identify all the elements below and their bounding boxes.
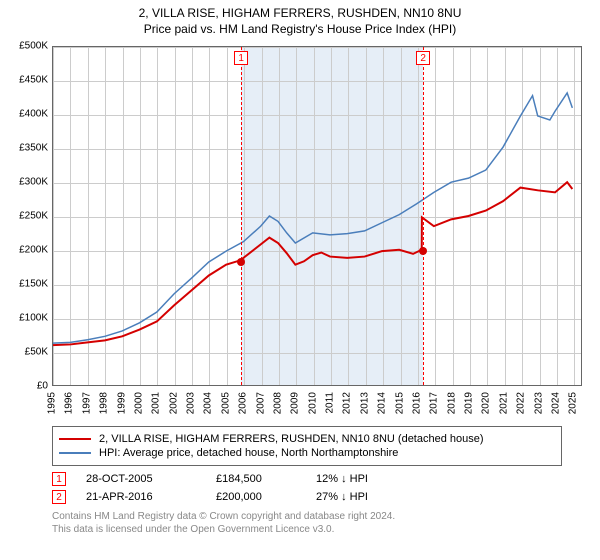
- x-tick-label: 2002: [168, 392, 179, 414]
- sale-diff: 27% ↓ HPI: [316, 491, 406, 503]
- attribution-line: This data is licensed under the Open Gov…: [52, 523, 600, 536]
- y-tick-label: £150K: [19, 279, 48, 290]
- sale-row: 1 28-OCT-2005 £184,500 12% ↓ HPI: [52, 472, 600, 486]
- chart-subtitle: Price paid vs. HM Land Registry's House …: [0, 22, 600, 36]
- sale-diff: 12% ↓ HPI: [316, 473, 406, 485]
- x-tick-label: 2001: [151, 392, 162, 414]
- sales-table: 1 28-OCT-2005 £184,500 12% ↓ HPI 2 21-APR-201…: [52, 472, 600, 504]
- x-tick-label: 2021: [498, 392, 509, 414]
- x-tick-label: 2010: [307, 392, 318, 414]
- x-tick-label: 2007: [255, 392, 266, 414]
- x-tick-label: 2004: [203, 392, 214, 414]
- x-tick-label: 2006: [238, 392, 249, 414]
- y-tick-label: £200K: [19, 245, 48, 256]
- x-tick-label: 2000: [133, 392, 144, 414]
- chart-lines: [53, 47, 581, 385]
- attribution: Contains HM Land Registry data © Crown c…: [52, 510, 600, 536]
- x-tick-label: 1999: [116, 392, 127, 414]
- y-tick-label: £500K: [19, 41, 48, 52]
- legend: 2, VILLA RISE, HIGHAM FERRERS, RUSHDEN, …: [52, 426, 562, 466]
- y-tick-label: £250K: [19, 211, 48, 222]
- sale-marker-box: 1: [234, 51, 248, 65]
- sale-vline: [241, 47, 242, 385]
- chart-area: £0 £50K £100K £150K £200K £250K £300K £350K £400…: [10, 42, 590, 422]
- x-tick-label: 1998: [99, 392, 110, 414]
- sale-price: £184,500: [216, 473, 296, 485]
- sale-marker-box: 2: [416, 51, 430, 65]
- x-tick-label: 1997: [81, 392, 92, 414]
- chart-title: 2, VILLA RISE, HIGHAM FERRERS, RUSHDEN, …: [0, 6, 600, 20]
- legend-label: HPI: Average price, detached house, Nort…: [99, 447, 398, 459]
- sale-date: 21-APR-2016: [86, 491, 196, 503]
- y-tick-label: £300K: [19, 177, 48, 188]
- legend-item: HPI: Average price, detached house, Nort…: [59, 447, 555, 459]
- y-tick-label: £0: [37, 381, 48, 392]
- y-tick-label: £50K: [25, 347, 48, 358]
- sale-row-marker: 2: [52, 490, 66, 504]
- y-tick-label: £450K: [19, 75, 48, 86]
- x-tick-label: 2014: [377, 392, 388, 414]
- legend-item: 2, VILLA RISE, HIGHAM FERRERS, RUSHDEN, …: [59, 433, 555, 445]
- sale-dot: [419, 247, 427, 255]
- x-tick-label: 2009: [290, 392, 301, 414]
- series-hpi: [53, 93, 572, 343]
- x-tick-label: 2003: [186, 392, 197, 414]
- x-tick-label: 2018: [446, 392, 457, 414]
- chart-container: 2, VILLA RISE, HIGHAM FERRERS, RUSHDEN, …: [0, 6, 600, 536]
- x-tick-label: 2012: [342, 392, 353, 414]
- sale-row-marker: 1: [52, 472, 66, 486]
- x-tick-label: 2020: [481, 392, 492, 414]
- x-tick-label: 2016: [411, 392, 422, 414]
- sale-date: 28-OCT-2005: [86, 473, 196, 485]
- x-tick-label: 2005: [220, 392, 231, 414]
- x-tick-label: 2019: [464, 392, 475, 414]
- legend-swatch: [59, 452, 91, 454]
- x-tick-label: 2015: [394, 392, 405, 414]
- y-tick-label: £400K: [19, 109, 48, 120]
- x-tick-label: 2025: [568, 392, 579, 414]
- y-axis-ticks: £0£50K£100K£150K£200K£250K£300K£350K£400…: [10, 46, 50, 386]
- attribution-line: Contains HM Land Registry data © Crown c…: [52, 510, 600, 523]
- legend-label: 2, VILLA RISE, HIGHAM FERRERS, RUSHDEN, …: [99, 433, 484, 445]
- sale-row: 2 21-APR-2016 £200,000 27% ↓ HPI: [52, 490, 600, 504]
- x-tick-label: 2023: [533, 392, 544, 414]
- x-tick-label: 2024: [550, 392, 561, 414]
- x-axis-ticks: 1995199619971998199920002001200220032004…: [52, 388, 582, 422]
- series-price_paid: [53, 182, 572, 345]
- x-tick-label: 2013: [359, 392, 370, 414]
- y-tick-label: £350K: [19, 143, 48, 154]
- y-tick-label: £100K: [19, 313, 48, 324]
- sale-dot: [237, 258, 245, 266]
- sale-price: £200,000: [216, 491, 296, 503]
- sale-vline: [423, 47, 424, 385]
- x-tick-label: 2022: [516, 392, 527, 414]
- plot-area: 12: [52, 46, 582, 386]
- x-tick-label: 1996: [64, 392, 75, 414]
- x-tick-label: 2008: [272, 392, 283, 414]
- x-tick-label: 2011: [325, 392, 336, 414]
- x-tick-label: 2017: [429, 392, 440, 414]
- x-tick-label: 1995: [47, 392, 58, 414]
- legend-swatch: [59, 438, 91, 440]
